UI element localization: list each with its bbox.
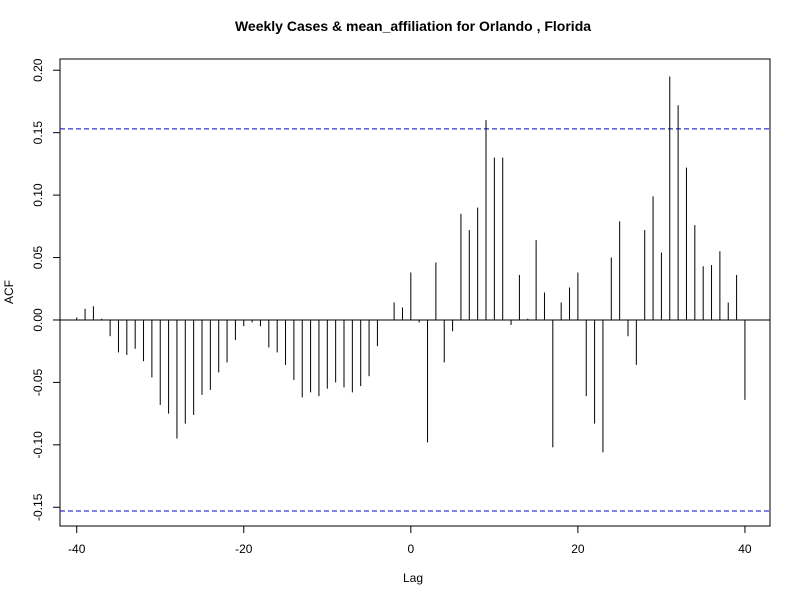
- y-tick-label: -0.05: [31, 368, 45, 396]
- x-axis-title: Lag: [403, 571, 423, 585]
- x-axis: -40 -20 0 20 40: [68, 525, 752, 556]
- x-tick-label: 40: [738, 542, 752, 556]
- y-tick-label: 0.00: [31, 308, 45, 332]
- y-tick-label: 0.15: [31, 121, 45, 145]
- x-tick-label: -20: [235, 542, 253, 556]
- y-axis: -0.15 -0.10 -0.05 0.00 0.05 0.10 0.15 0.20: [31, 58, 60, 521]
- acf-bars: [76, 76, 746, 453]
- x-tick-label: 20: [571, 542, 585, 556]
- x-tick-label: -40: [68, 542, 86, 556]
- chart-title: Weekly Cases & mean_affiliation for Orla…: [235, 18, 591, 34]
- y-tick-label: 0.05: [31, 246, 45, 270]
- y-tick-label: -0.10: [31, 431, 45, 459]
- y-tick-label: 0.10: [31, 183, 45, 207]
- y-tick-label: -0.15: [31, 493, 45, 521]
- x-tick-label: 0: [407, 542, 414, 556]
- y-axis-title: ACF: [2, 280, 16, 304]
- y-tick-label: 0.20: [31, 58, 45, 82]
- confidence-bounds: [60, 128, 770, 512]
